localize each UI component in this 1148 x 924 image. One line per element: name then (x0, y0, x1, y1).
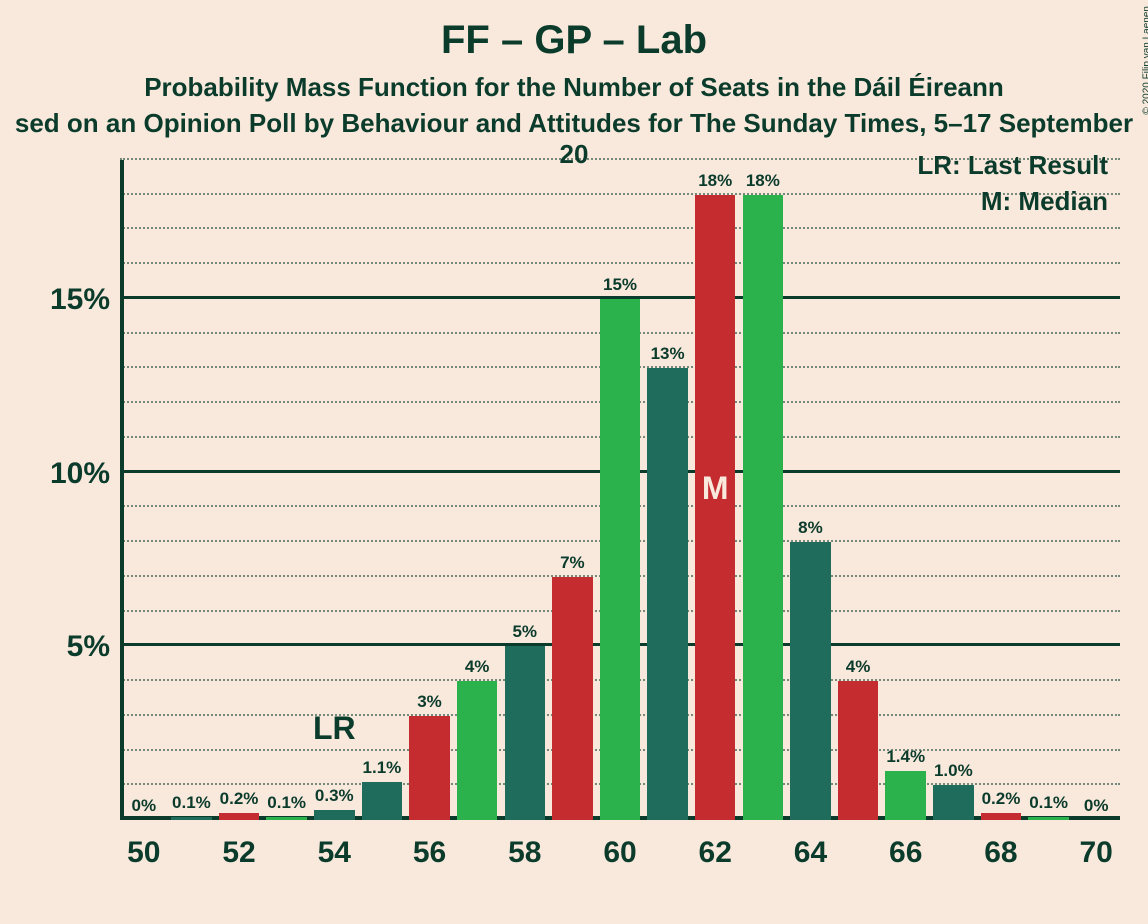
x-axis-label: 58 (508, 836, 541, 870)
y-axis-label: 10% (28, 457, 110, 491)
bar-value-label: 7% (560, 553, 585, 573)
bar-value-label: 0% (1084, 796, 1109, 816)
bar (171, 817, 211, 820)
x-axis-label: 62 (699, 836, 732, 870)
median-marker: M (702, 470, 729, 507)
bar-value-label: 4% (846, 657, 871, 677)
bar-value-label: 0.2% (982, 789, 1021, 809)
bar-value-label: 1.1% (363, 758, 402, 778)
bar-value-label: 18% (698, 171, 732, 191)
gridline-minor (120, 262, 1120, 264)
x-axis-label: 64 (794, 836, 827, 870)
bar-value-label: 1.0% (934, 761, 973, 781)
bar (266, 817, 306, 820)
bar-value-label: 18% (746, 171, 780, 191)
y-axis-label: 5% (28, 630, 110, 664)
y-axis-label: 15% (28, 283, 110, 317)
chart-title: FF – GP – Lab (0, 18, 1148, 63)
bar (314, 810, 354, 820)
last-result-marker: LR (313, 710, 356, 747)
gridline-minor (120, 158, 1120, 160)
bar-value-label: 3% (417, 692, 442, 712)
bar (790, 542, 830, 820)
bar-value-label: 1.4% (886, 747, 925, 767)
x-axis-label: 52 (222, 836, 255, 870)
bar-value-label: 8% (798, 518, 823, 538)
bar-value-label: 0.3% (315, 786, 354, 806)
bar (552, 577, 592, 820)
bar (362, 782, 402, 820)
bar (1028, 817, 1068, 820)
bar-value-label: 4% (465, 657, 490, 677)
bar-value-label: 0.1% (267, 793, 306, 813)
bar (981, 813, 1021, 820)
y-axis (120, 160, 124, 820)
bar (885, 771, 925, 820)
bar (838, 681, 878, 820)
bar (695, 195, 735, 820)
bar (933, 785, 973, 820)
bar (505, 646, 545, 820)
chart-plot-area: 5%10%15%50525456586062646668700%0.1%0.2%… (120, 160, 1120, 820)
bar-value-label: 5% (512, 622, 537, 642)
bar-value-label: 0.2% (220, 789, 259, 809)
x-axis-label: 56 (413, 836, 446, 870)
x-axis-label: 54 (318, 836, 351, 870)
bar (219, 813, 259, 820)
bar-value-label: 15% (603, 275, 637, 295)
gridline-minor (120, 193, 1120, 195)
bar-value-label: 0.1% (1029, 793, 1068, 813)
bar (600, 299, 640, 820)
bar (457, 681, 497, 820)
x-axis-label: 50 (127, 836, 160, 870)
x-axis-label: 60 (603, 836, 636, 870)
bar (647, 368, 687, 820)
x-axis-label: 68 (984, 836, 1017, 870)
x-axis-label: 66 (889, 836, 922, 870)
gridline-minor (120, 227, 1120, 229)
bar (743, 195, 783, 820)
chart-subtitle-1: Probability Mass Function for the Number… (0, 72, 1148, 103)
x-axis-label: 70 (1080, 836, 1113, 870)
bar (409, 716, 449, 820)
bar-value-label: 0% (132, 796, 157, 816)
bar-value-label: 0.1% (172, 793, 211, 813)
bar-value-label: 13% (651, 344, 685, 364)
